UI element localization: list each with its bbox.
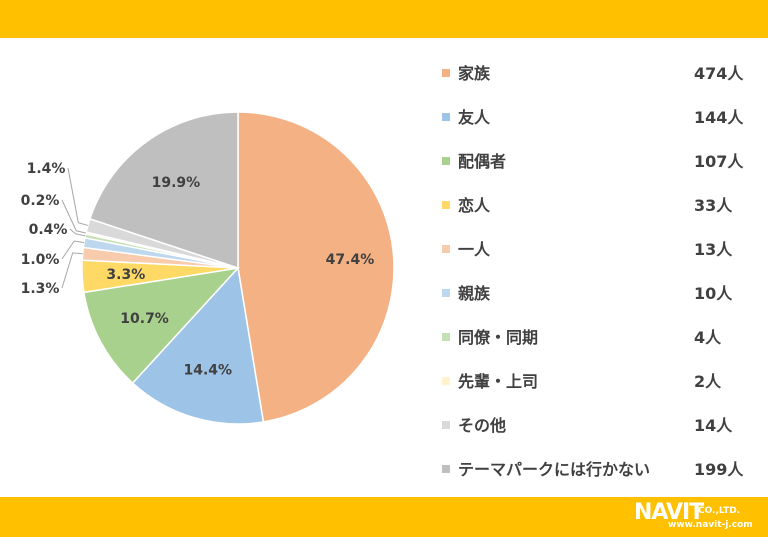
company-logo: NAVIT CO.,LTD. www.navit-j.com — [634, 500, 764, 534]
leader-line — [61, 240, 85, 260]
legend-count: 14人 — [694, 416, 733, 435]
legend-item: テーマパークには行かない 199人 — [436, 452, 752, 496]
legend-item: 恋人 33人 — [436, 188, 752, 232]
legend-swatch — [442, 245, 450, 253]
legend-count: 2人 — [694, 372, 722, 391]
legend-swatch — [442, 69, 450, 77]
top-banner — [0, 0, 768, 38]
logo-url: www.navit-j.com — [668, 520, 753, 530]
legend-label: 配偶者 — [458, 152, 507, 171]
slice-percent-label: 1.0% — [21, 252, 60, 268]
legend-item: 一人 13人 — [436, 232, 752, 276]
slice-percent-label: 3.3% — [106, 267, 145, 283]
slice-percent-label: 1.3% — [21, 281, 60, 297]
legend-count: 33人 — [694, 196, 733, 215]
legend-item: 配偶者 107人 — [436, 144, 752, 188]
legend-swatch — [442, 113, 450, 121]
pie-slice — [237, 111, 395, 423]
legend-count: 107人 — [694, 152, 744, 171]
legend-count: 199人 — [694, 460, 744, 479]
legend-swatch — [442, 333, 450, 341]
slice-percent-label: 47.4% — [326, 252, 375, 268]
leader-line — [67, 167, 89, 226]
legend-count: 10人 — [694, 284, 733, 303]
legend-item: 家族 474人 — [436, 56, 752, 100]
slice-percent-label: 1.4% — [27, 161, 66, 177]
legend-swatch — [442, 421, 450, 429]
legend-count: 474人 — [694, 64, 744, 83]
legend-label: テーマパークには行かない — [458, 460, 651, 479]
logo-name: NAVIT — [634, 500, 704, 525]
slice-percent-label: 19.9% — [152, 175, 201, 191]
legend-count: 13人 — [694, 240, 733, 259]
pie-slice — [131, 266, 265, 425]
pie-chart: 47.4% 14.4% 10.7% 3.3% 1.3% 1.0% 0.4% 0.2% 1.4% 1… — [21, 111, 395, 425]
legend-label: 親族 — [458, 284, 491, 303]
leader-line — [61, 252, 83, 289]
legend-count: 144人 — [694, 108, 744, 127]
legend-count: 4人 — [694, 328, 722, 347]
legend-label: 先輩・上司 — [458, 372, 539, 391]
leader-line — [69, 228, 86, 237]
slice-percent-label: 0.2% — [21, 193, 60, 209]
pie-slice — [83, 266, 241, 385]
legend-item: 先輩・上司 2人 — [436, 364, 752, 408]
legend-label: その他 — [458, 416, 507, 435]
legend-swatch — [442, 201, 450, 209]
legend-item: 親族 10人 — [436, 276, 752, 320]
slice-percent-label: 0.4% — [29, 222, 68, 238]
legend-label: 一人 — [458, 240, 491, 259]
legend-label: 友人 — [458, 108, 491, 127]
legend-label: 同僚・同期 — [458, 328, 539, 347]
legend-swatch — [442, 289, 450, 297]
legend-swatch — [442, 465, 450, 473]
legend-item: 同僚・同期 4人 — [436, 320, 752, 364]
legend-swatch — [442, 157, 450, 165]
slice-percent-label: 10.7% — [120, 311, 169, 327]
pie-slice — [88, 111, 239, 270]
leader-line — [61, 199, 87, 234]
legend-label: 恋人 — [458, 196, 491, 215]
legend-label: 家族 — [458, 64, 491, 83]
legend-item: その他 14人 — [436, 408, 752, 452]
slice-percent-label: 14.4% — [183, 363, 232, 379]
bottom-banner — [0, 497, 768, 537]
legend: 家族 474人友人 144人配偶者 107人恋人 33人一人 13人親族 10人同僚・同期 4… — [436, 56, 752, 496]
legend-swatch — [442, 377, 450, 385]
legend-item: 友人 144人 — [436, 100, 752, 144]
logo-suffix: CO.,LTD. — [698, 506, 741, 516]
